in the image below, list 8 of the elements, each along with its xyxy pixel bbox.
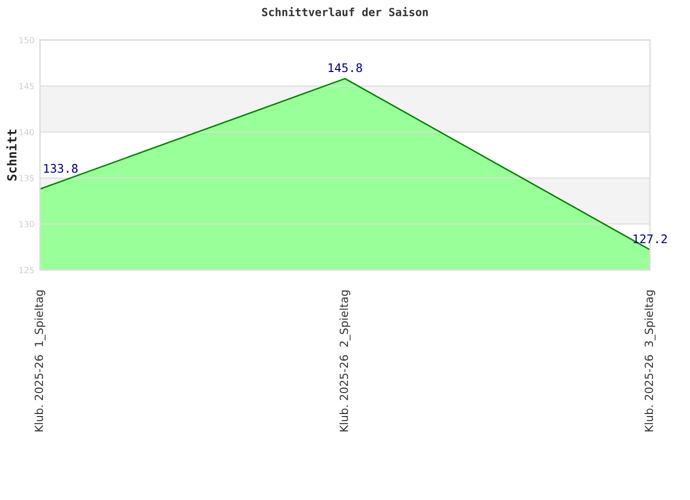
x-tick-label: Klub. 2025-26 2_Spieltag	[339, 290, 351, 432]
data-label: 133.8	[44, 164, 78, 173]
y-axis-title: Schnitt	[6, 130, 17, 181]
data-label: 145.8	[328, 63, 362, 72]
chart-title: Schnittverlauf der Saison	[262, 7, 428, 16]
x-tick-label: Klub. 2025-26 1_Spieltag	[34, 290, 46, 432]
data-label: 127.2	[634, 234, 667, 244]
x-tick-label: Klub. 2025-26 3_Spieltag	[644, 290, 656, 432]
